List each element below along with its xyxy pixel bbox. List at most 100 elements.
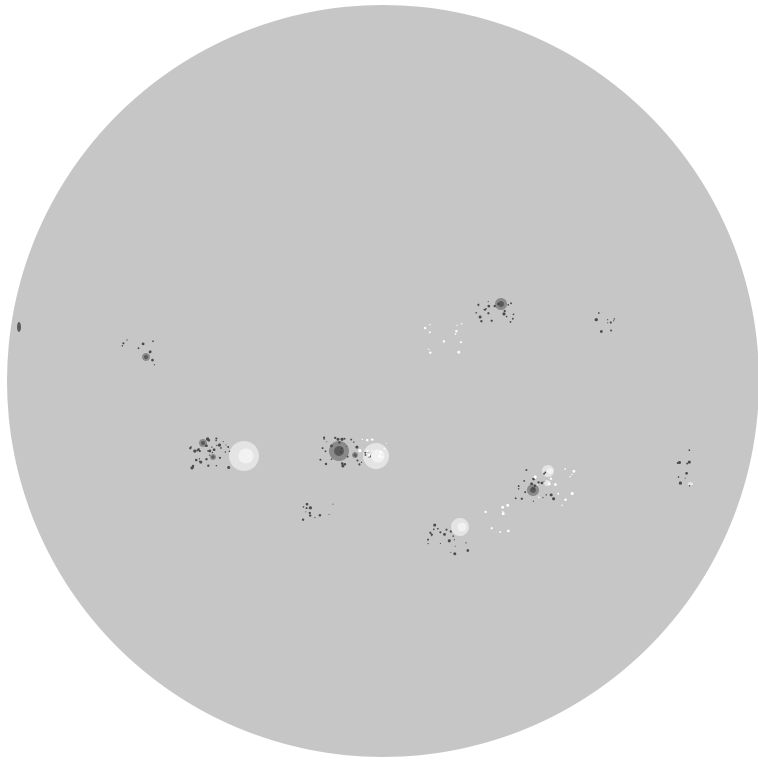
speckle-dark <box>220 447 222 449</box>
speckle-dark <box>215 464 218 467</box>
speckle-dark <box>314 516 316 519</box>
speckle-dark <box>353 441 355 443</box>
speckle-light <box>490 527 493 530</box>
speckle-dark <box>512 313 515 316</box>
speckle-light <box>499 530 502 533</box>
speckle-light <box>366 450 369 453</box>
speckle-light <box>564 468 567 470</box>
speckle-light <box>365 438 369 442</box>
speckle-dark <box>345 445 347 447</box>
speckle-light <box>385 442 388 444</box>
speckle-dark <box>207 450 209 452</box>
speckle-dark <box>197 448 200 451</box>
speckle-dark <box>208 449 212 453</box>
speckle-dark <box>485 307 487 310</box>
speckle-dark <box>449 530 452 533</box>
speckle-dark <box>509 320 512 323</box>
speckle-light <box>501 512 505 516</box>
speckle-dark <box>324 450 327 453</box>
speckle-light <box>572 469 576 473</box>
plage-core <box>457 522 467 532</box>
speckle-light <box>455 329 458 333</box>
speckle-light <box>549 477 553 480</box>
speckle-light <box>377 457 379 459</box>
speckle-dark <box>211 446 213 448</box>
speckle-dark <box>487 304 491 308</box>
speckle-dark <box>224 451 227 453</box>
speckle-light <box>454 333 457 335</box>
speckle-dark <box>542 497 544 499</box>
speckle-dark <box>685 471 688 475</box>
speckle-dark <box>321 447 324 450</box>
speckle-dark <box>346 455 349 458</box>
sunspot-features <box>17 298 693 556</box>
speckle-dark <box>141 342 145 346</box>
speckle-dark <box>151 358 154 362</box>
speckle-dark <box>324 462 328 466</box>
speckle-dark <box>433 523 437 527</box>
speckle-dark <box>510 302 512 305</box>
speckle-dark <box>443 533 446 536</box>
speckle-dark <box>493 304 496 308</box>
speckle-dark <box>483 309 485 311</box>
speckle-dark <box>355 445 359 449</box>
speckle-dark <box>549 493 553 497</box>
speckle-dark <box>531 487 535 491</box>
speckle-dark <box>490 319 493 322</box>
speckle-dark <box>205 444 208 448</box>
speckle-light <box>457 350 461 354</box>
speckle-dark <box>514 497 517 500</box>
speckle-dark <box>215 437 218 440</box>
speckle-dark <box>211 451 214 454</box>
speckle-dark <box>429 531 432 534</box>
speckle-light <box>383 447 386 450</box>
speckle-dark <box>217 443 222 447</box>
speckle-dark <box>350 438 353 441</box>
speckle-dark <box>218 456 222 459</box>
speckle-light <box>502 511 504 513</box>
speckle-dark <box>517 487 520 490</box>
speckle-light <box>554 483 557 486</box>
speckle-dark <box>487 312 490 315</box>
speckle-light <box>423 326 427 330</box>
speckle-light <box>564 498 567 502</box>
speckle-dark <box>537 481 540 484</box>
speckle-dark <box>318 514 322 517</box>
speckle-dark <box>328 513 330 516</box>
speckle-dark <box>228 450 231 452</box>
sunspot-umbra <box>201 441 205 445</box>
speckle-dark <box>323 438 325 440</box>
speckle-dark <box>301 518 305 521</box>
speckle-dark <box>431 534 434 536</box>
speckle-dark <box>445 528 448 531</box>
speckle-dark <box>364 454 367 456</box>
speckle-light <box>570 491 574 496</box>
speckle-dark <box>439 531 442 534</box>
speckle-dark <box>523 479 526 482</box>
speckle-dark <box>478 315 482 319</box>
speckle-dark <box>207 464 210 467</box>
speckle-dark <box>215 439 217 442</box>
speckle-dark <box>227 446 230 448</box>
speckle-dark <box>192 466 194 469</box>
speckle-light <box>428 348 430 350</box>
speckle-light <box>569 476 571 478</box>
speckle-dark <box>599 330 603 333</box>
speckle-light <box>459 341 463 344</box>
speckle-dark <box>356 459 359 462</box>
speckle-dark <box>507 304 510 306</box>
speckle-dark <box>453 539 455 541</box>
speckle-light <box>538 496 540 499</box>
speckle-light <box>506 529 510 533</box>
speckle-dark <box>355 455 357 457</box>
speckle-dark <box>454 545 456 547</box>
speckle-dark <box>137 347 140 350</box>
speckle-light <box>571 474 573 476</box>
speckle-dark <box>358 463 361 466</box>
speckle-light <box>548 482 551 486</box>
speckle-light <box>367 454 371 457</box>
speckle-dark <box>122 342 125 345</box>
speckle-dark <box>447 539 451 543</box>
speckle-dark <box>338 441 341 444</box>
speckle-dark <box>607 322 609 324</box>
